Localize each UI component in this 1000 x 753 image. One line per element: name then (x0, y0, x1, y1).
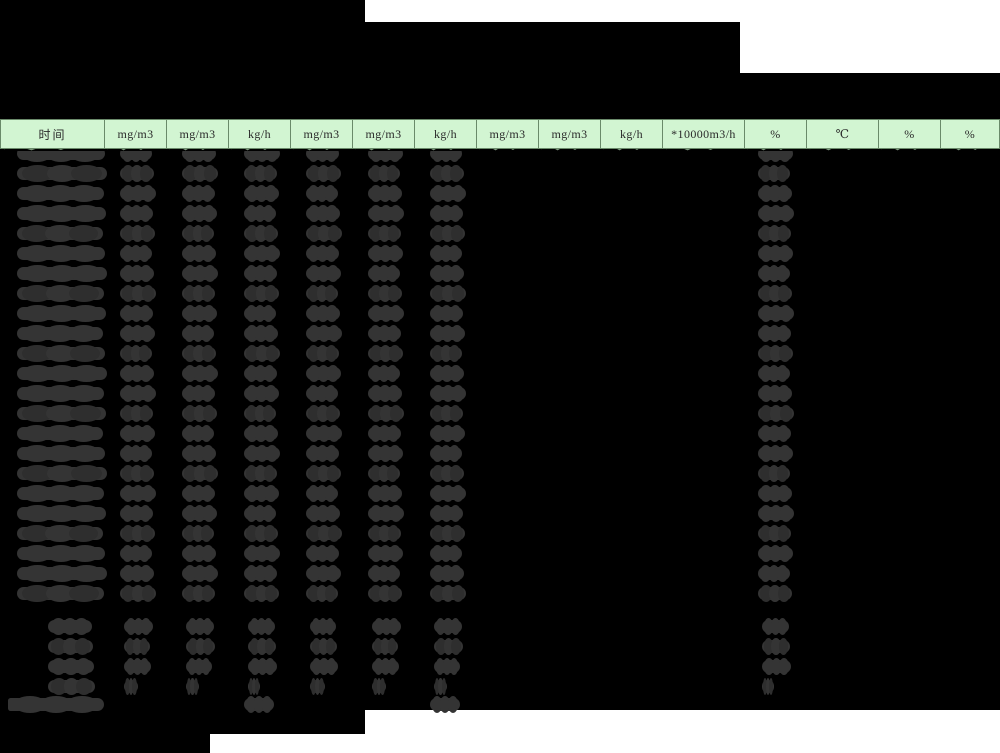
mask-panel-top-full (0, 73, 1000, 119)
column-percent-2-label: % (904, 126, 915, 141)
column-conc-3-label: mg/m3 (303, 126, 340, 141)
column-conc-1[interactable]: mg/m3 (105, 119, 167, 149)
column-conc-6[interactable]: mg/m3 (539, 119, 601, 149)
column-conc-6-label: mg/m3 (551, 126, 588, 141)
column-conc-4-label: mg/m3 (365, 126, 402, 141)
mask-panel-top-left (0, 0, 365, 22)
column-time[interactable]: 时间 (0, 119, 105, 149)
table-header-row: 时间 mg/m3 mg/m3 kg/h mg/m3 mg/m3 kg/h mg/m3 mg/m3… (0, 119, 1000, 149)
column-conc-3[interactable]: mg/m3 (291, 119, 353, 149)
mask-panel-bottom-left (0, 734, 210, 753)
column-flux-3-label: kg/h (620, 126, 643, 141)
column-conc-1-label: mg/m3 (117, 126, 154, 141)
column-flux-2-label: kg/h (434, 126, 457, 141)
column-time-label: 时间 (38, 127, 67, 142)
column-flowrate-label: *10000m3/h (671, 126, 736, 141)
column-conc-4[interactable]: mg/m3 (353, 119, 415, 149)
column-percent-1[interactable]: % (745, 119, 807, 149)
column-conc-2[interactable]: mg/m3 (167, 119, 229, 149)
column-conc-2-label: mg/m3 (179, 126, 216, 141)
column-conc-5[interactable]: mg/m3 (477, 119, 539, 149)
mask-panel-body (0, 149, 1000, 710)
mask-panel-bottom-mid (0, 710, 365, 734)
column-flux-3[interactable]: kg/h (601, 119, 663, 149)
column-percent-2[interactable]: % (879, 119, 941, 149)
column-temperature[interactable]: ℃ (807, 119, 879, 149)
column-flux-1[interactable]: kg/h (229, 119, 291, 149)
column-flux-2[interactable]: kg/h (415, 119, 477, 149)
column-temperature-label: ℃ (835, 126, 850, 141)
column-flowrate[interactable]: *10000m3/h (663, 119, 745, 149)
column-flux-1-label: kg/h (248, 126, 271, 141)
column-percent-1-label: % (770, 126, 781, 141)
mask-panel-top-mid (0, 22, 740, 73)
column-percent-3[interactable]: % (941, 119, 1000, 149)
column-percent-3-label: % (964, 126, 976, 141)
column-conc-5-label: mg/m3 (489, 126, 526, 141)
